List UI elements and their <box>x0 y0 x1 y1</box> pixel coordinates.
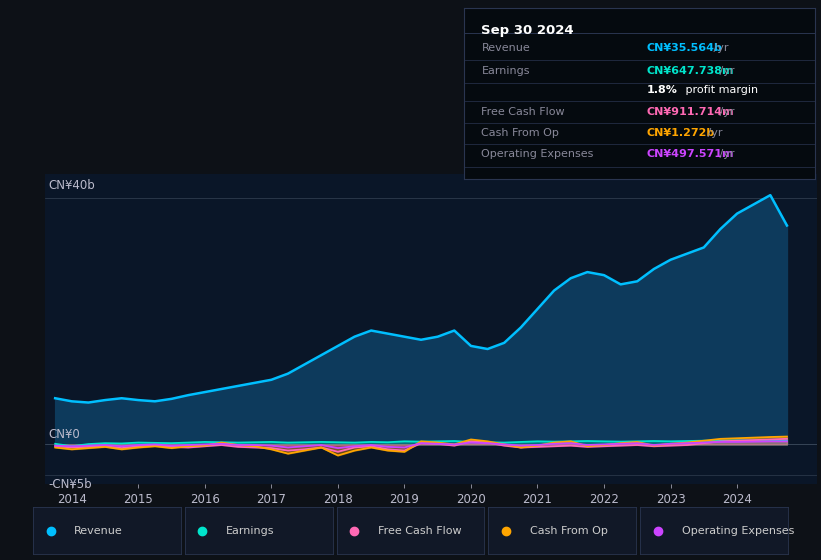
Text: Free Cash Flow: Free Cash Flow <box>481 107 565 116</box>
Text: /yr: /yr <box>710 43 728 53</box>
Text: Sep 30 2024: Sep 30 2024 <box>481 24 574 37</box>
Text: CN¥647.738m: CN¥647.738m <box>647 66 734 76</box>
Text: CN¥35.564b: CN¥35.564b <box>647 43 722 53</box>
Text: CN¥40b: CN¥40b <box>48 179 95 192</box>
Text: CN¥1.272b: CN¥1.272b <box>647 128 715 138</box>
Text: CN¥911.714m: CN¥911.714m <box>647 107 734 116</box>
Text: profit margin: profit margin <box>681 85 758 95</box>
Text: Operating Expenses: Operating Expenses <box>681 526 794 535</box>
Text: Revenue: Revenue <box>74 526 123 535</box>
Text: Earnings: Earnings <box>226 526 274 535</box>
Text: Earnings: Earnings <box>481 66 530 76</box>
Text: Operating Expenses: Operating Expenses <box>481 150 594 160</box>
Text: Free Cash Flow: Free Cash Flow <box>378 526 461 535</box>
Text: -CN¥5b: -CN¥5b <box>48 478 92 491</box>
Text: 1.8%: 1.8% <box>647 85 677 95</box>
Text: CN¥0: CN¥0 <box>48 428 80 441</box>
Text: CN¥497.571m: CN¥497.571m <box>647 150 734 160</box>
Text: /yr: /yr <box>716 66 735 76</box>
Text: /yr: /yr <box>704 128 722 138</box>
Text: /yr: /yr <box>716 107 735 116</box>
Text: /yr: /yr <box>716 150 735 160</box>
Text: Cash From Op: Cash From Op <box>530 526 608 535</box>
Text: Cash From Op: Cash From Op <box>481 128 559 138</box>
Text: Revenue: Revenue <box>481 43 530 53</box>
